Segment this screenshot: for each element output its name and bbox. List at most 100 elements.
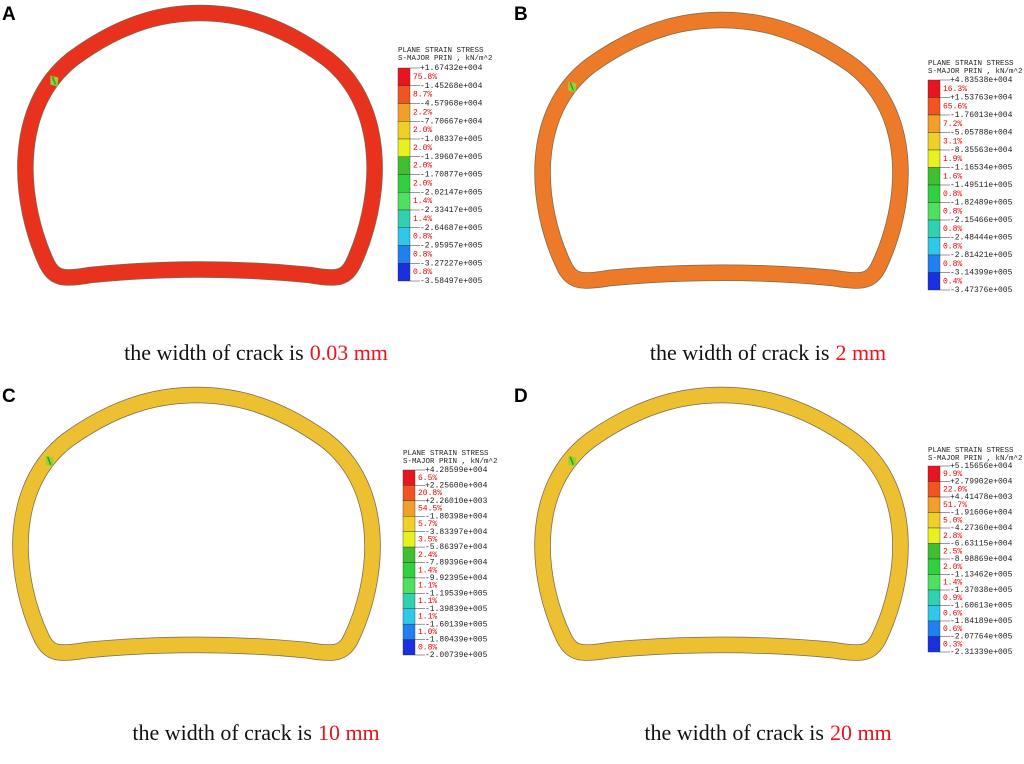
- legend-swatch: [927, 636, 941, 653]
- legend-value: -4.57968e+004: [420, 100, 483, 109]
- legend-percent: 0.3%: [943, 640, 962, 649]
- legend-swatch: [402, 469, 416, 486]
- legend-value: -2.95957e+005: [420, 242, 483, 251]
- legend-value: +5.15656e+004: [950, 462, 1013, 471]
- legend-value: -1.76013e+004: [950, 111, 1013, 120]
- legend-percent: 2.0%: [943, 563, 962, 572]
- legend-swatch: [402, 623, 416, 640]
- legend-percent: 8.7%: [413, 91, 432, 100]
- lining: [17, 5, 383, 285]
- legend-swatch: [927, 237, 941, 256]
- legend-percent: 0.8%: [943, 190, 962, 199]
- legend-value: -2.31339e+005: [950, 648, 1013, 657]
- legend-percent: 20.8%: [418, 489, 442, 498]
- legend-percent: 5.7%: [418, 520, 437, 529]
- legend-percent: 1.6%: [943, 172, 962, 181]
- legend-value: -3.47376e+005: [950, 286, 1013, 295]
- legend-swatch: [402, 516, 416, 532]
- legend-swatch: [927, 496, 941, 513]
- legend-value: -2.00739e+005: [425, 651, 488, 660]
- legend-swatch: [927, 132, 941, 151]
- legend-value: -3.58497e+005: [420, 277, 483, 286]
- legend-value: -1.16534e+005: [950, 164, 1013, 173]
- legend-percent: 2.0%: [413, 126, 432, 135]
- panel-label: A: [2, 4, 16, 25]
- legend-swatch: [927, 481, 941, 498]
- legend-swatch: [927, 574, 941, 591]
- legend-percent: 9.9%: [943, 470, 962, 479]
- legend-value: +4.28599e+004: [425, 466, 488, 475]
- legend-percent: 0.8%: [413, 250, 432, 259]
- legend-swatch: [402, 639, 416, 656]
- legend-swatch: [397, 103, 411, 122]
- legend-swatch: [927, 605, 941, 622]
- legend-percent: 0.8%: [943, 242, 962, 251]
- legend-percent: 0.6%: [943, 609, 962, 618]
- legend-percent: 0.9%: [943, 594, 962, 603]
- legend-value: -3.14399e+005: [950, 269, 1013, 278]
- legend-swatch: [927, 512, 941, 529]
- legend-swatch: [927, 558, 941, 575]
- legend-percent: 65.6%: [943, 102, 967, 111]
- legend-percent: 51.7%: [943, 501, 967, 510]
- legend-percent: 2.5%: [943, 547, 962, 556]
- legend-value: -2.81421e+005: [950, 251, 1013, 260]
- caption-text: the width of crack is: [124, 340, 304, 365]
- legend-value: -1.13462e+005: [950, 571, 1013, 580]
- legend-percent: 2.0%: [413, 179, 432, 188]
- caption: the width of crack is 20 mm: [644, 720, 891, 745]
- crack: [569, 456, 575, 466]
- legend-swatch: [402, 546, 416, 563]
- legend-percent: 2.2%: [413, 108, 432, 117]
- legend-swatch: [397, 209, 411, 228]
- caption-value: 0.03 mm: [310, 340, 388, 365]
- legend-value: -7.89396e+004: [425, 559, 488, 568]
- crack: [51, 76, 57, 85]
- legend-value: -1.39839e+005: [425, 605, 488, 614]
- panel-label: C: [2, 386, 16, 407]
- legend-percent: 1.9%: [943, 155, 962, 164]
- legend-swatch: [927, 167, 941, 186]
- legend-swatch: [402, 500, 416, 517]
- legend-value: +2.25600e+004: [425, 482, 488, 491]
- legend-swatch: [927, 527, 941, 544]
- legend-swatch: [402, 577, 416, 594]
- legend-title: S-MAJOR PRIN , kN/m^2: [398, 54, 493, 63]
- legend-swatch: [397, 192, 411, 211]
- legend-percent: 1.1%: [418, 582, 437, 591]
- legend-percent: 0.6%: [943, 625, 962, 634]
- legend-value: -1.19539e+005: [425, 589, 488, 598]
- legend-percent: 7.2%: [943, 120, 962, 129]
- legend-value: -5.05788e+004: [950, 129, 1013, 138]
- legend-swatch: [927, 272, 941, 291]
- legend-swatch: [397, 85, 411, 104]
- legend-value: +1.67432e+004: [420, 64, 483, 73]
- legend-swatch: [927, 589, 941, 606]
- legend-value: -1.70877e+005: [420, 171, 483, 180]
- legend-value: -2.15466e+005: [950, 216, 1013, 225]
- legend-swatch: [397, 138, 411, 157]
- legend-title: PLANE STRAIN STRESS: [398, 47, 484, 55]
- legend-value: -1.39607e+005: [420, 153, 483, 162]
- legend-value: -8.98869e+004: [950, 555, 1013, 564]
- legend-value: -1.08337e+005: [420, 135, 483, 144]
- legend-percent: 0.8%: [943, 260, 962, 269]
- caption-value: 20 mm: [830, 720, 892, 745]
- legend-percent: 1.4%: [413, 215, 432, 224]
- legend-percent: 1.4%: [413, 197, 432, 206]
- legend-title: S-MAJOR PRIN , kN/m^2: [928, 454, 1023, 463]
- legend-percent: 2.8%: [943, 532, 962, 541]
- legend-value: -6.63115e+004: [950, 540, 1013, 549]
- legend-percent: 0.8%: [943, 225, 962, 234]
- legend-swatch: [927, 219, 941, 238]
- legend-value: -4.27360e+004: [950, 524, 1013, 533]
- legend-value: -1.82489e+005: [950, 199, 1013, 208]
- legend-percent: 0.4%: [943, 277, 962, 286]
- legend-value: +2.26010e+003: [425, 497, 488, 506]
- legend-value: -2.64687e+005: [420, 224, 483, 233]
- legend-swatch: [397, 263, 411, 282]
- panel-label: B: [514, 4, 528, 25]
- legend-swatch: [402, 531, 416, 548]
